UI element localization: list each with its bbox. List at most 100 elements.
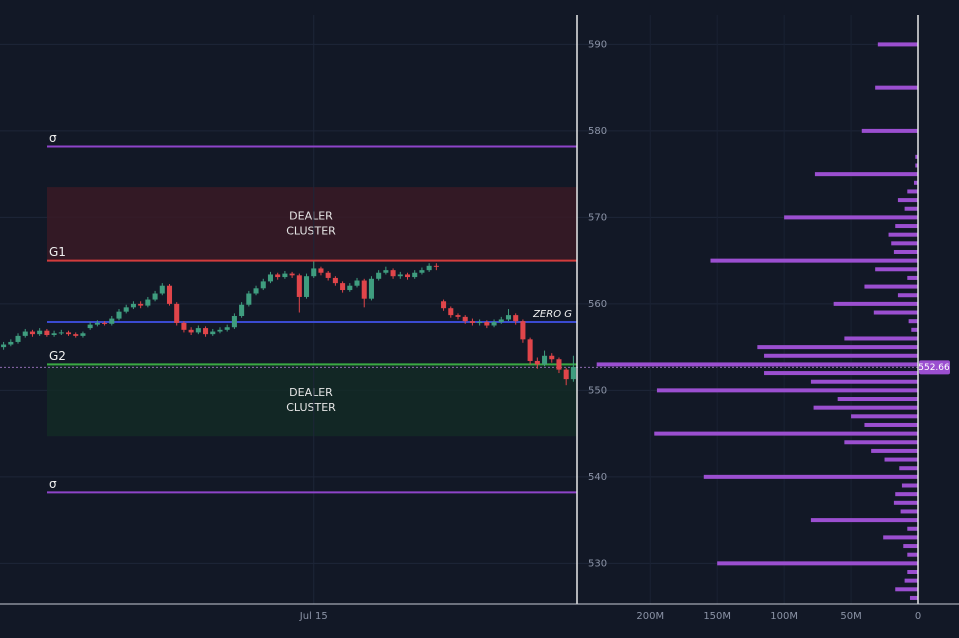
candle-body bbox=[203, 328, 209, 335]
level-label: G2 bbox=[49, 349, 66, 363]
candle-body bbox=[404, 274, 411, 278]
candle-body bbox=[570, 367, 576, 380]
volume-bar bbox=[899, 466, 918, 471]
volume-bar bbox=[710, 258, 918, 263]
volume-bar bbox=[891, 241, 918, 246]
candle-body bbox=[441, 301, 447, 309]
volume-bar bbox=[903, 544, 918, 549]
dealer-zone bbox=[47, 364, 577, 437]
x-tick-label: 100M bbox=[770, 611, 798, 622]
candle-body bbox=[217, 329, 223, 332]
zone-label: DEALER bbox=[289, 209, 333, 222]
candle-body bbox=[563, 369, 569, 380]
candle-body bbox=[419, 270, 425, 273]
zone-label: CLUSTER bbox=[286, 224, 336, 237]
candle-body bbox=[520, 321, 526, 340]
candle-body bbox=[145, 299, 151, 306]
candle-body bbox=[152, 293, 158, 300]
candle-body bbox=[174, 303, 180, 323]
candle-body bbox=[29, 331, 35, 335]
candle-body bbox=[260, 281, 266, 289]
candle-body bbox=[58, 332, 64, 334]
dealer-zone bbox=[47, 187, 577, 261]
x-tick-label: Jul 15 bbox=[299, 611, 328, 622]
volume-bar bbox=[810, 379, 918, 384]
candle-body bbox=[195, 328, 201, 333]
volume-bar bbox=[900, 509, 918, 514]
y-tick-label: 550 bbox=[588, 385, 607, 396]
volume-bar bbox=[764, 353, 918, 358]
y-tick-label: 580 bbox=[588, 126, 607, 137]
volume-bar bbox=[814, 172, 918, 177]
volume-bar bbox=[596, 362, 918, 367]
candle-body bbox=[513, 315, 519, 322]
candle-body bbox=[556, 359, 562, 370]
candle-body bbox=[65, 332, 72, 335]
volume-bar bbox=[757, 345, 918, 350]
volume-bar bbox=[784, 215, 918, 220]
volume-bar bbox=[883, 535, 918, 540]
candle-body bbox=[116, 311, 122, 319]
volume-bar bbox=[911, 327, 918, 332]
volume-bar bbox=[895, 224, 918, 229]
x-tick-label: 50M bbox=[840, 611, 861, 622]
candle-body bbox=[311, 268, 317, 277]
candle-body bbox=[275, 274, 281, 278]
y-tick-label: 590 bbox=[588, 39, 607, 50]
y-tick-label: 540 bbox=[588, 472, 607, 483]
candle-body bbox=[1, 344, 7, 348]
candle-body bbox=[296, 275, 302, 297]
volume-bar bbox=[810, 518, 918, 523]
volume-bar bbox=[907, 275, 918, 280]
volume-bar bbox=[904, 206, 918, 211]
volume-bar bbox=[837, 397, 918, 402]
candle-body bbox=[484, 322, 490, 326]
candle-body bbox=[44, 330, 50, 336]
candle-body bbox=[267, 274, 273, 282]
volume-bar bbox=[864, 284, 918, 289]
volume-bar bbox=[895, 587, 918, 592]
candle-body bbox=[166, 285, 173, 304]
candle-body bbox=[549, 355, 555, 360]
candle-body bbox=[354, 280, 360, 286]
volume-bar bbox=[907, 569, 918, 574]
candle-body bbox=[318, 268, 324, 273]
volume-bar bbox=[907, 526, 918, 531]
candle-body bbox=[455, 315, 461, 317]
volume-bar bbox=[895, 492, 918, 497]
volume-bar bbox=[864, 422, 918, 427]
candle-body bbox=[87, 324, 93, 329]
volume-bar bbox=[844, 440, 918, 445]
candle-body bbox=[361, 280, 367, 299]
y-tick-label: 570 bbox=[588, 212, 607, 223]
volume-bar bbox=[877, 42, 918, 47]
volume-bar bbox=[913, 180, 918, 185]
candle-body bbox=[239, 304, 245, 316]
candle-body bbox=[469, 321, 475, 323]
candle-body bbox=[534, 360, 540, 365]
candle-body bbox=[210, 331, 216, 335]
candle-body bbox=[224, 327, 230, 330]
volume-bar bbox=[907, 552, 918, 557]
candle-body bbox=[15, 335, 21, 342]
candle-body bbox=[181, 322, 187, 330]
volume-bar bbox=[915, 154, 918, 159]
volume-bar bbox=[904, 578, 918, 583]
volume-bar bbox=[893, 249, 918, 254]
volume-bar bbox=[893, 500, 918, 505]
level-label: σ bbox=[49, 477, 57, 491]
volume-bar bbox=[875, 85, 918, 90]
volume-bar bbox=[915, 163, 918, 168]
volume-bar bbox=[833, 301, 918, 306]
candle-body bbox=[102, 322, 108, 324]
volume-bar bbox=[851, 414, 918, 419]
volume-bar bbox=[875, 267, 918, 272]
candle-body bbox=[397, 274, 403, 277]
volume-bar bbox=[873, 310, 918, 315]
volume-bar bbox=[888, 232, 918, 237]
volume-bar bbox=[884, 457, 918, 462]
candle-body bbox=[477, 322, 483, 324]
candle-body bbox=[332, 277, 338, 284]
volume-bar bbox=[901, 483, 918, 488]
